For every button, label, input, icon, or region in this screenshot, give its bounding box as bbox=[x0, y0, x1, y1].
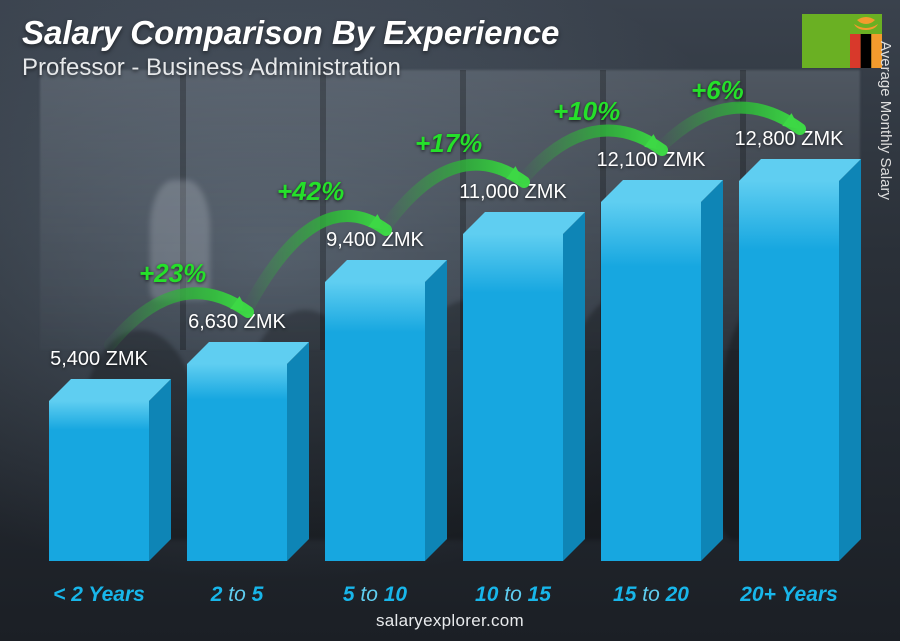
y-axis-label: Average Monthly Salary bbox=[877, 41, 894, 200]
attribution: salaryexplorer.com bbox=[0, 611, 900, 631]
chart-title: Salary Comparison By Experience bbox=[22, 14, 559, 52]
bar-chart: 5,400 ZMK< 2 Years6,630 ZMK2 to 59,400 Z… bbox=[28, 110, 860, 561]
zambia-flag-icon bbox=[802, 14, 882, 68]
category-label: 20+ Years bbox=[739, 583, 839, 607]
category-label: 5 to 10 bbox=[325, 583, 425, 607]
pct-arc: +6% bbox=[28, 110, 860, 561]
chart-subtitle: Professor - Business Administration bbox=[22, 54, 401, 82]
category-label: 10 to 15 bbox=[463, 583, 563, 607]
category-label: 2 to 5 bbox=[187, 583, 287, 607]
category-label: < 2 Years bbox=[49, 583, 149, 607]
infographic-stage: Salary Comparison By Experience Professo… bbox=[0, 0, 900, 641]
category-label: 15 to 20 bbox=[601, 583, 701, 607]
pct-label: +6% bbox=[691, 75, 744, 106]
